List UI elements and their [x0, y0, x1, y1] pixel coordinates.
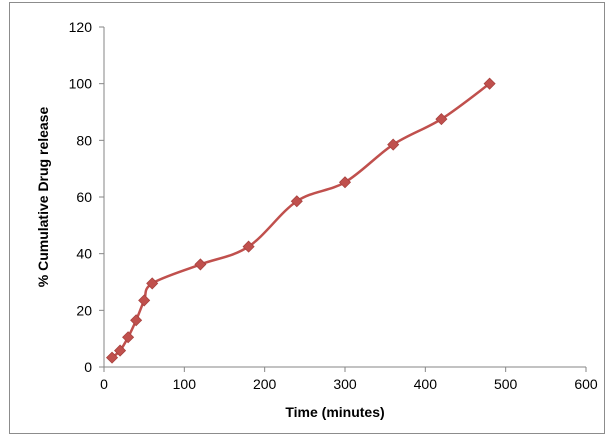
y-tick-label: 100 — [69, 76, 93, 92]
data-series — [106, 77, 496, 364]
axes — [99, 26, 587, 372]
data-point-marker — [138, 294, 151, 307]
data-point-marker — [122, 331, 135, 344]
data-point-marker — [435, 113, 448, 126]
x-tick-label: 500 — [494, 376, 518, 392]
x-tick-label: 400 — [414, 376, 438, 392]
x-tick-label: 300 — [333, 376, 357, 392]
data-point-marker — [290, 195, 303, 208]
x-tick-label: 100 — [173, 376, 197, 392]
y-tick-label: 0 — [84, 359, 92, 375]
data-point-marker — [387, 138, 400, 151]
chart-area — [9, 2, 605, 434]
data-point-marker — [146, 277, 159, 290]
data-point-marker — [338, 176, 352, 189]
y-tick-label: 20 — [76, 302, 92, 318]
data-point-marker — [114, 344, 127, 357]
x-tick-label: 200 — [253, 376, 277, 392]
data-point-marker — [483, 77, 496, 90]
x-tick-label: 0 — [100, 376, 108, 392]
x-axis-title: Time (minutes) — [285, 404, 384, 420]
x-tick-label: 600 — [574, 376, 598, 392]
y-tick-label: 80 — [76, 132, 92, 148]
y-axis-title: % Cumulative Drug release — [35, 107, 51, 288]
y-tick-label: 120 — [69, 19, 93, 35]
tick-labels: 0 20 40 60 80 100 120 0 100 200 300 400 500 600 — [69, 19, 598, 392]
y-tick-label: 40 — [76, 246, 92, 262]
data-point-marker — [194, 258, 207, 271]
y-tick-label: 60 — [76, 189, 92, 205]
data-point-marker — [106, 351, 119, 364]
series-line — [111, 82, 491, 359]
data-point-marker — [242, 240, 255, 253]
data-point-marker — [130, 314, 143, 327]
